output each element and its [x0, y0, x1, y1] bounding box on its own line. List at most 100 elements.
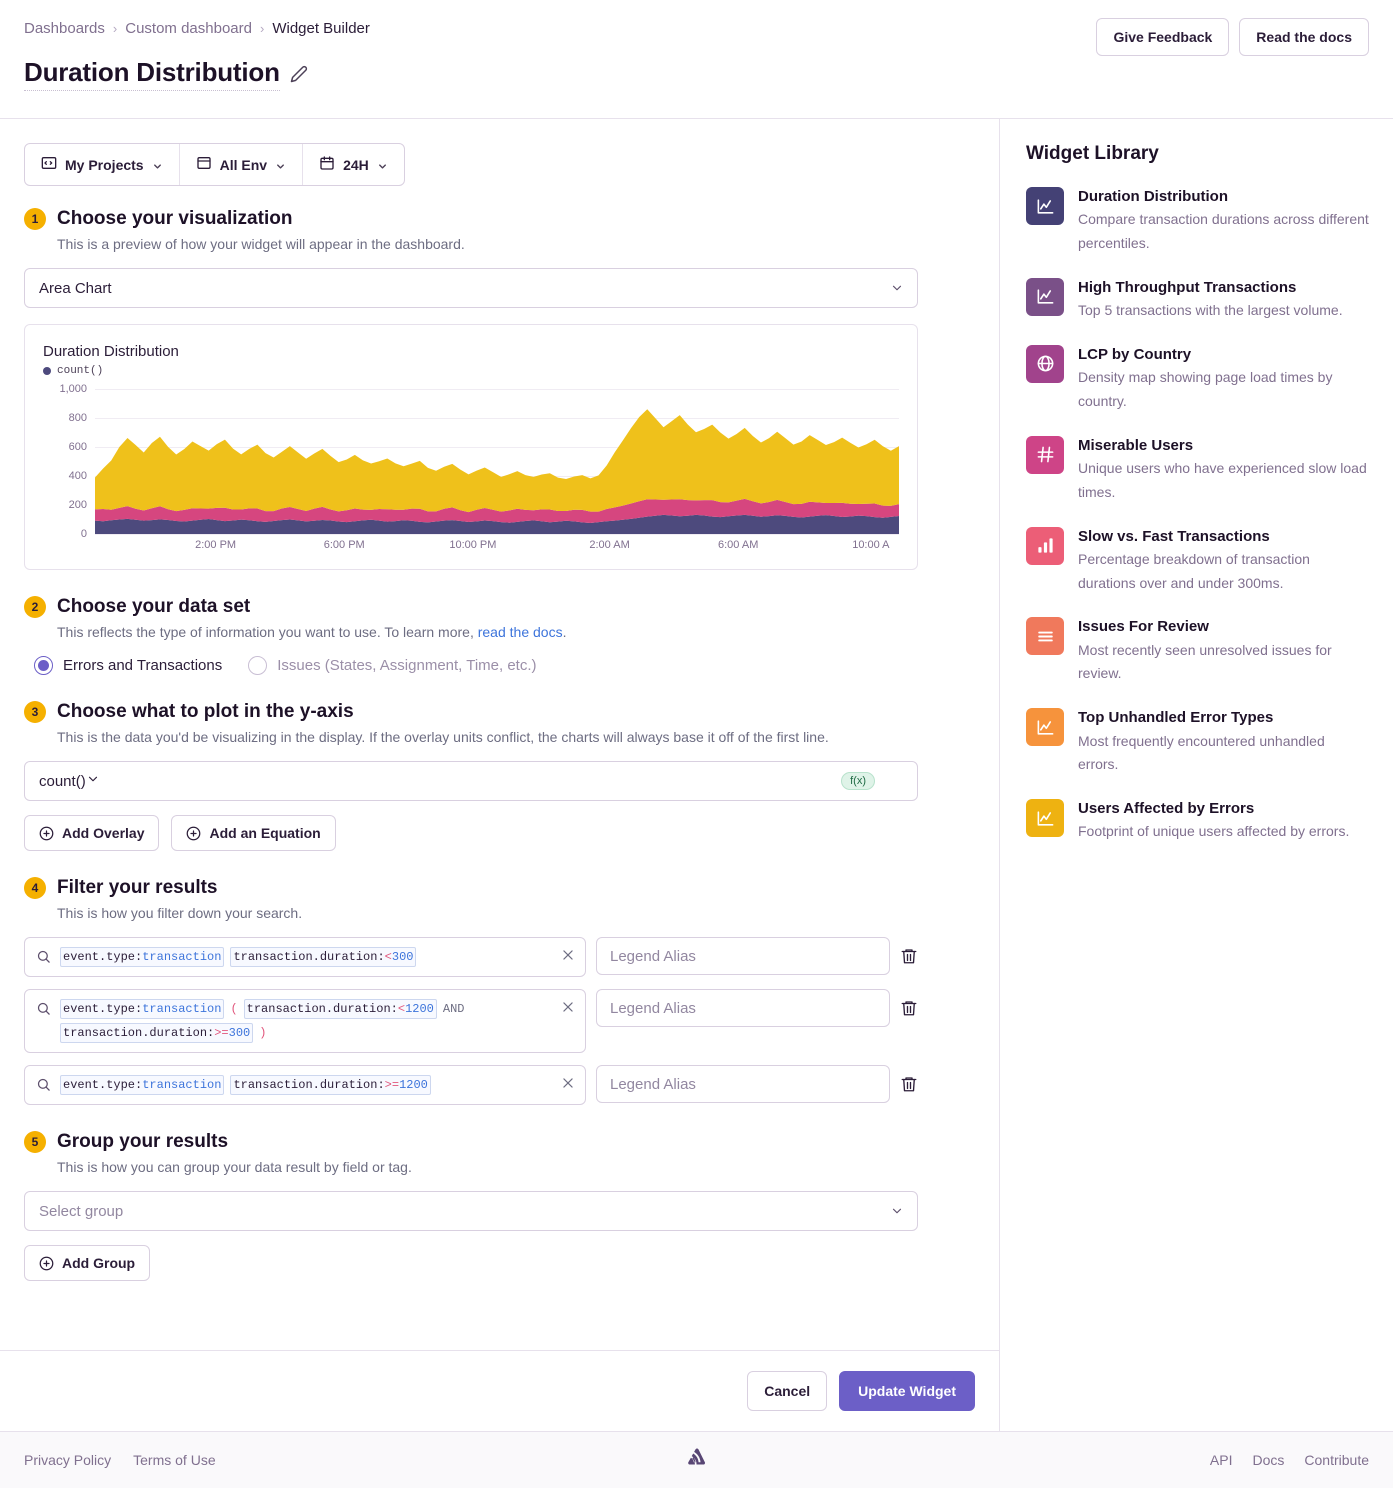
delete-filter-icon[interactable] [900, 999, 918, 1017]
sentry-logo-icon [684, 1446, 710, 1475]
header-actions: Give Feedback Read the docs [1096, 18, 1369, 56]
widget-library-item[interactable]: High Throughput Transactions Top 5 transa… [1026, 277, 1369, 323]
filter-search-input[interactable]: event.type:transaction ( transaction.durat… [24, 989, 586, 1053]
widget-library-item-description: Percentage breakdown of transaction dura… [1078, 550, 1310, 591]
widget-library-item[interactable]: Duration Distribution Compare transaction… [1026, 187, 1369, 256]
step-3-header: 3 Choose what to plot in the y-axis [24, 701, 975, 723]
give-feedback-button[interactable]: Give Feedback [1096, 18, 1230, 56]
widget-library-item[interactable]: Issues For Review Most recently seen unre… [1026, 617, 1369, 686]
chevron-down-icon[interactable] [86, 772, 100, 790]
clear-search-icon[interactable] [561, 1076, 575, 1090]
clear-search-icon[interactable] [561, 948, 575, 962]
legend-label: count() [57, 365, 104, 377]
legend-alias-input[interactable] [596, 1065, 890, 1103]
query-token[interactable]: event.type:transaction [60, 1075, 225, 1095]
terms-of-use-link[interactable]: Terms of Use [133, 1452, 216, 1468]
visualization-type-value: Area Chart [39, 279, 112, 297]
widget-builder-main: My Projects All Env [0, 119, 1000, 1431]
read-the-docs-link[interactable]: read the docs [477, 624, 563, 640]
radio-errors-transactions[interactable] [34, 656, 53, 675]
widget-library-item-name: Miserable Users [1078, 436, 1194, 454]
step-1-number: 1 [24, 208, 46, 230]
chart-legend: count() [43, 365, 899, 377]
breadcrumb-item-custom-dashboard[interactable]: Custom dashboard [125, 20, 252, 37]
y-axis-tick-label: 800 [68, 412, 87, 424]
widget-library-item[interactable]: LCP by Country Density map showing page l… [1026, 344, 1369, 414]
radio-issues[interactable] [248, 656, 268, 675]
query-token[interactable]: transaction.duration:>=1200 [230, 1075, 431, 1095]
project-selector-label: My Projects [65, 156, 144, 173]
query-token[interactable]: transaction.duration:>=300 [60, 1023, 254, 1043]
step-5-number: 5 [24, 1131, 46, 1153]
cancel-button[interactable]: Cancel [747, 1371, 828, 1411]
step-2-header: 2 Choose your data set [24, 596, 975, 618]
widget-library-item[interactable]: Top Unhandled Error Types Most frequently… [1026, 708, 1369, 777]
chart-plot-area[interactable] [95, 389, 899, 535]
widget-library-item[interactable]: Users Affected by Errors Footprint of uni… [1026, 799, 1369, 844]
step-5-title: Group your results [57, 1131, 229, 1152]
chevron-down-icon [890, 1204, 904, 1218]
chart-gridline [95, 418, 899, 419]
query-token[interactable]: transaction.duration:<300 [230, 947, 417, 967]
time-period-selector[interactable]: 24H [303, 144, 404, 185]
update-widget-button[interactable]: Update Widget [839, 1371, 975, 1411]
yaxis-field[interactable]: count() f(x) [24, 761, 918, 801]
filter-query-tokens: event.type:transaction transaction.durati… [60, 1075, 431, 1095]
step-filter: 4 Filter your results This is how you fi… [24, 877, 975, 1105]
step-3-body: count() f(x) Add Overlay [24, 761, 975, 851]
step-1-body: Area Chart Duration Distribution count() [24, 268, 975, 570]
contribute-link[interactable]: Contribute [1304, 1452, 1369, 1468]
query-paren: ( [230, 1002, 238, 1016]
widget-library-item-name: Slow vs. Fast Transactions [1078, 527, 1270, 545]
dataset-option-errors-transactions[interactable]: Errors and Transactions [34, 656, 222, 675]
read-the-docs-button[interactable]: Read the docs [1239, 18, 1369, 56]
widget-library-item-description: Top 5 transactions with the largest volu… [1078, 302, 1343, 319]
query-token[interactable]: transaction.duration:<1200 [243, 999, 437, 1019]
widget-library-sidebar: Widget Library Duration Distribution Comp… [1000, 119, 1393, 1431]
filter-query-tokens: event.type:transaction ( transaction.durat… [60, 999, 553, 1043]
edit-pencil-icon[interactable] [290, 65, 308, 83]
visualization-type-select[interactable]: Area Chart [24, 268, 918, 308]
project-selector[interactable]: My Projects [25, 144, 180, 185]
filter-row: event.type:transaction ( transaction.durat… [24, 989, 975, 1053]
group-select[interactable]: Select group [24, 1191, 918, 1231]
widget-library-item[interactable]: Slow vs. Fast Transactions Percentage bre… [1026, 526, 1369, 596]
window-icon [196, 155, 212, 174]
widget-library-item-text: High Throughput Transactions Top 5 transa… [1078, 278, 1369, 323]
delete-filter-icon[interactable] [900, 1075, 918, 1093]
dataset-option-issues[interactable]: Issues (States, Assignment, Time, etc.) [248, 656, 537, 675]
widget-library-title: Widget Library [1026, 143, 1159, 164]
add-equation-button[interactable]: Add an Equation [171, 815, 336, 851]
widget-builder-footer: Cancel Update Widget [0, 1350, 999, 1431]
widget-library-item[interactable]: Miserable Users Unique users who have exp… [1026, 435, 1369, 505]
legend-alias-input[interactable] [596, 989, 890, 1027]
clear-search-icon[interactable] [561, 1000, 575, 1014]
page-footer: Privacy Policy Terms of Use API Docs Con… [0, 1431, 1393, 1488]
docs-link[interactable]: Docs [1252, 1452, 1285, 1468]
widget-library-item-description: Unique users who have experienced slow l… [1078, 459, 1367, 500]
chart-area-series [95, 409, 899, 534]
add-overlay-button[interactable]: Add Overlay [24, 815, 160, 851]
step-4-description: This is how you filter down your search. [57, 905, 303, 921]
delete-filter-icon[interactable] [900, 947, 918, 965]
step-1-description: This is a preview of how your widget wil… [57, 236, 465, 252]
environment-selector[interactable]: All Env [180, 144, 304, 185]
breadcrumb-item-dashboards[interactable]: Dashboards [24, 20, 105, 37]
legend-alias-input[interactable] [596, 937, 890, 975]
filter-search-input[interactable]: event.type:transaction transaction.durati… [24, 937, 586, 977]
x-axis-tick-label: 10:00 A [852, 539, 890, 551]
add-group-button[interactable]: Add Group [24, 1245, 151, 1281]
breadcrumb-separator-icon: › [259, 21, 265, 36]
privacy-policy-link[interactable]: Privacy Policy [24, 1452, 112, 1468]
filter-search-input[interactable]: event.type:transaction transaction.durati… [24, 1065, 586, 1105]
api-link[interactable]: API [1209, 1452, 1233, 1468]
dataset-option-errors-label: Errors and Transactions [63, 657, 223, 674]
line-chart-icon [1026, 799, 1064, 838]
add-group-label: Add Group [62, 1255, 136, 1271]
widget-library-item-text: Slow vs. Fast Transactions Percentage bre… [1078, 527, 1369, 596]
query-token[interactable]: event.type:transaction [60, 999, 225, 1019]
step-1-header: 1 Choose your visualization [24, 208, 975, 230]
fx-badge[interactable]: f(x) [841, 772, 875, 790]
query-token[interactable]: event.type:transaction [60, 947, 225, 967]
page-title-row: Duration Distribution [24, 57, 1369, 91]
